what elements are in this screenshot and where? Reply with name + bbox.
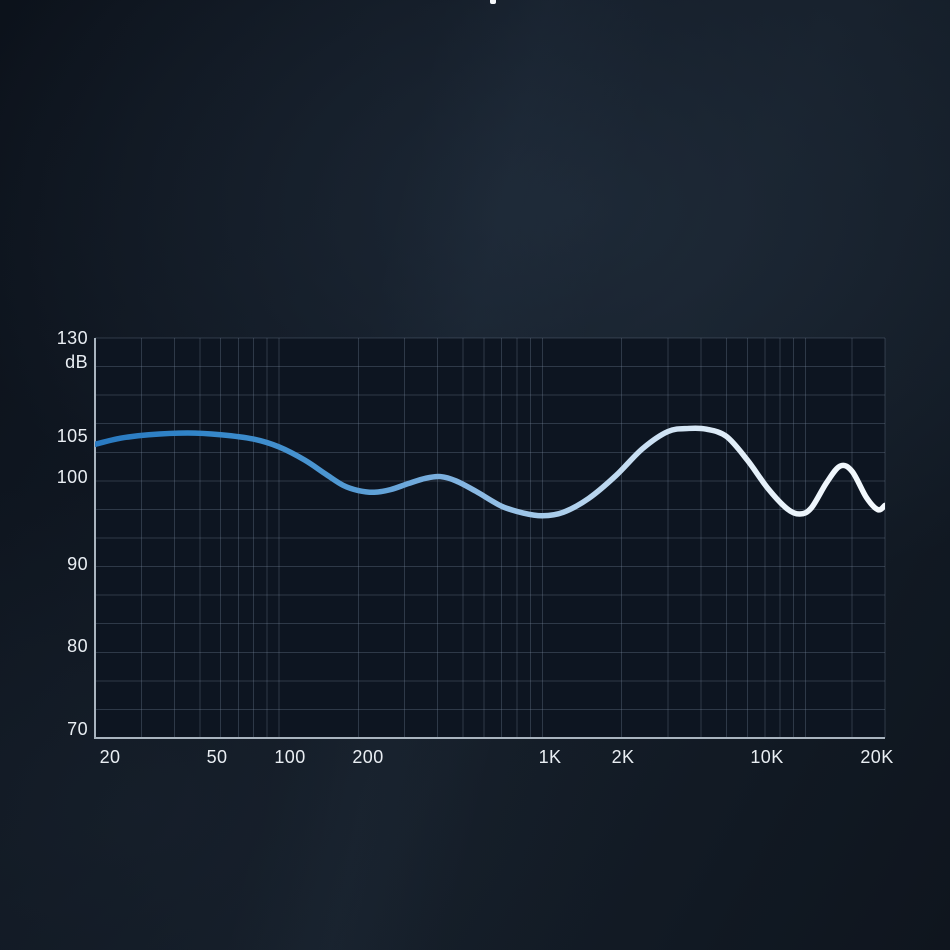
- y-axis-tick-label: 100: [56, 467, 88, 487]
- x-axis-tick-label: 50: [206, 747, 228, 767]
- y-axis-tick-label: 130: [56, 328, 88, 348]
- x-axis-tick-label: 200: [352, 747, 384, 767]
- y-axis-tick-label: 105: [56, 426, 88, 446]
- y-axis-tick-label: 80: [67, 636, 88, 656]
- top-edge-speck: [490, 0, 496, 4]
- x-axis-tick-label: 10K: [750, 747, 784, 767]
- x-axis-tick-label: 100: [274, 747, 306, 767]
- y-axis-unit-label: dB: [65, 352, 88, 372]
- x-axis-tick-label: 20K: [860, 747, 894, 767]
- x-axis-tick-label: 2K: [611, 747, 635, 767]
- x-axis-tick-label: 20: [99, 747, 121, 767]
- y-axis-tick-label: 70: [67, 719, 88, 739]
- x-axis-tick-label: 1K: [538, 747, 562, 767]
- y-axis-tick-label: 90: [67, 554, 88, 574]
